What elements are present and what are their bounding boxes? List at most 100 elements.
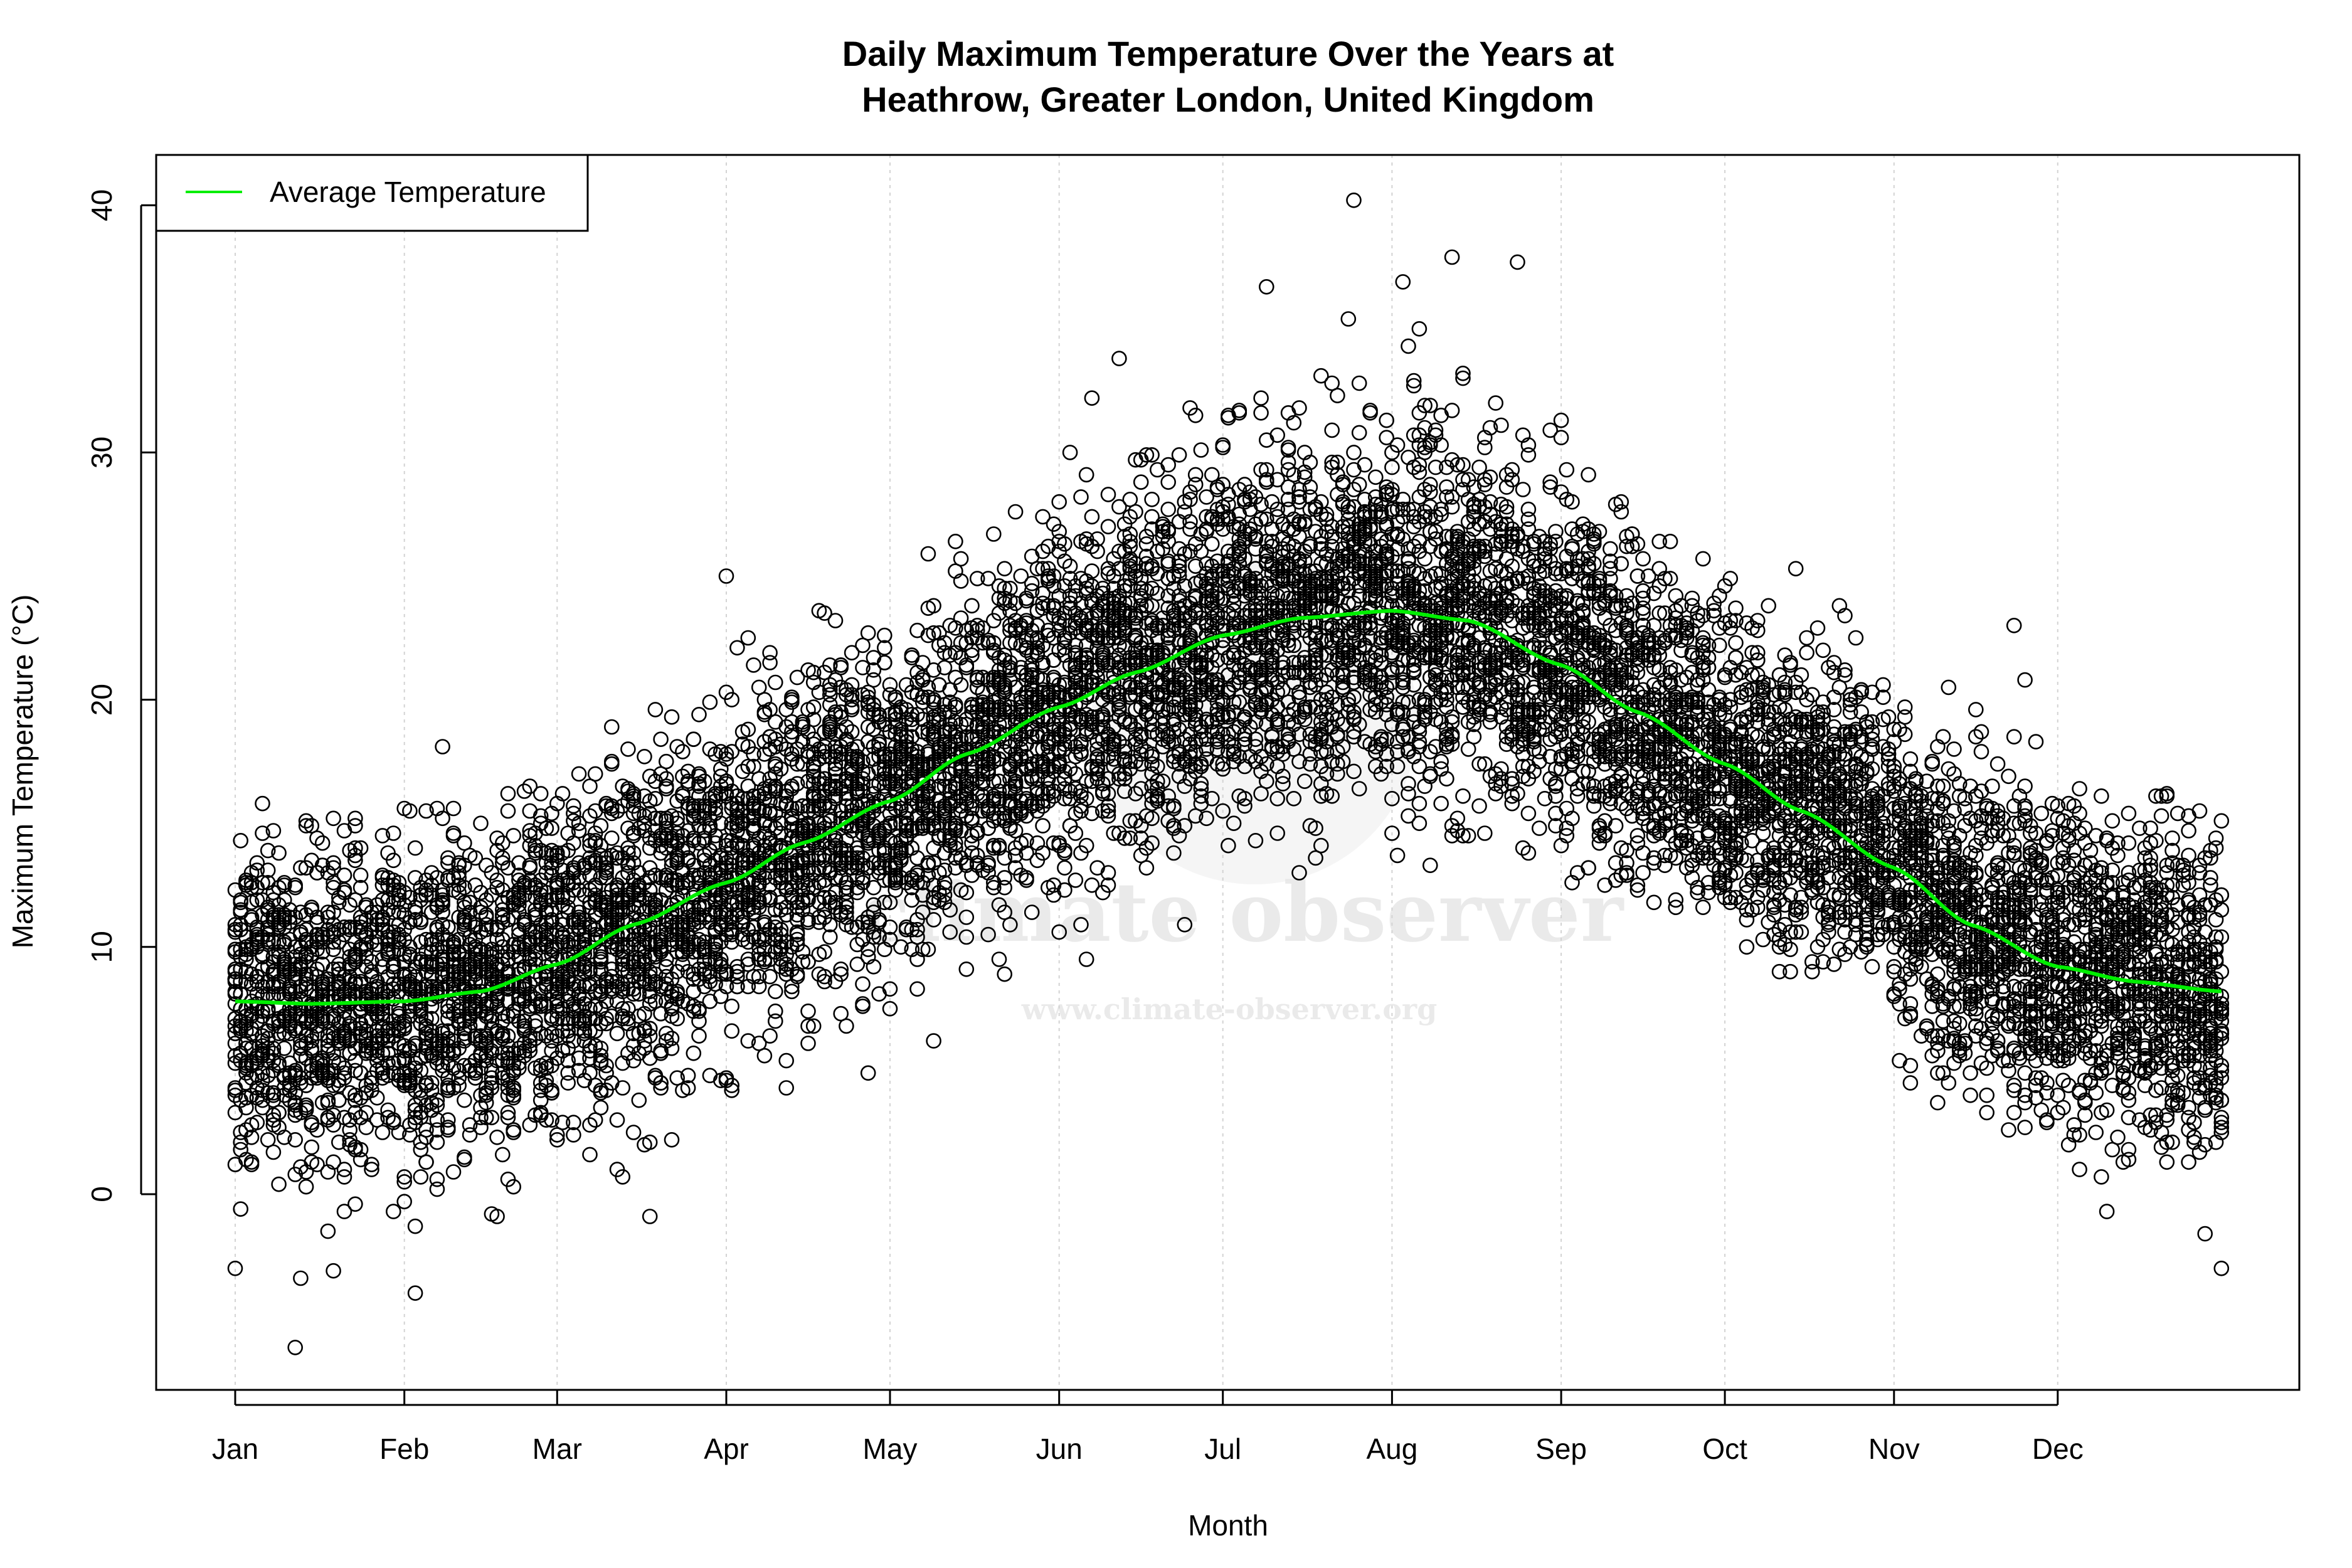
data-point xyxy=(958,961,975,977)
data-point xyxy=(997,561,1012,577)
data-point xyxy=(260,842,276,859)
data-point xyxy=(839,1018,854,1034)
data-point xyxy=(287,1132,304,1148)
data-point xyxy=(1171,447,1187,463)
data-point xyxy=(336,1204,352,1219)
data-point xyxy=(358,1104,374,1121)
data-point xyxy=(391,926,407,943)
data-point xyxy=(1078,467,1094,483)
data-point xyxy=(238,1041,254,1056)
data-point xyxy=(440,855,456,871)
data-point xyxy=(686,731,702,747)
data-point xyxy=(576,996,593,1012)
data-point xyxy=(238,941,254,957)
data-point xyxy=(271,1176,287,1192)
data-point xyxy=(429,1122,445,1138)
data-point xyxy=(1084,509,1100,525)
data-point xyxy=(413,1062,429,1079)
data-point xyxy=(249,1115,265,1130)
data-point xyxy=(445,825,462,841)
data-point xyxy=(326,855,341,871)
data-point xyxy=(582,1147,598,1163)
data-point xyxy=(385,1204,401,1219)
data-point xyxy=(396,1174,413,1190)
data-point xyxy=(336,1070,352,1086)
data-point xyxy=(762,1028,778,1044)
data-point xyxy=(457,899,472,915)
data-point xyxy=(326,860,341,876)
data-point xyxy=(347,818,363,834)
data-point xyxy=(358,949,374,965)
data-point xyxy=(429,986,445,1002)
data-point xyxy=(566,939,581,955)
data-point xyxy=(571,978,587,995)
data-point xyxy=(494,835,511,851)
data-point xyxy=(451,999,467,1014)
data-point xyxy=(309,1122,325,1138)
data-point xyxy=(593,1015,609,1032)
data-point xyxy=(593,837,609,854)
data-point xyxy=(380,924,396,940)
data-point xyxy=(538,820,554,836)
data-point xyxy=(587,833,603,849)
data-point xyxy=(522,857,538,873)
data-point xyxy=(778,1052,794,1069)
data-point xyxy=(233,892,249,908)
data-point xyxy=(467,850,484,866)
data-point xyxy=(506,1179,522,1195)
data-point xyxy=(642,1209,658,1224)
data-point xyxy=(374,1005,391,1022)
data-point xyxy=(352,1090,369,1106)
data-point xyxy=(364,1162,379,1177)
data-point xyxy=(380,1033,396,1049)
data-point xyxy=(457,835,472,851)
data-point xyxy=(554,1115,571,1130)
scatter-points xyxy=(227,192,2230,1355)
data-point xyxy=(462,1127,478,1143)
data-point xyxy=(314,944,331,960)
data-point xyxy=(500,1028,516,1044)
data-point xyxy=(544,820,559,836)
data-point xyxy=(396,884,413,901)
data-point xyxy=(304,946,320,962)
data-point xyxy=(566,798,581,814)
data-point xyxy=(309,961,325,977)
data-point xyxy=(522,778,538,794)
data-point xyxy=(489,944,505,960)
data-point xyxy=(423,1075,440,1091)
data-point xyxy=(527,951,543,967)
data-point xyxy=(243,1130,260,1145)
data-point xyxy=(855,976,871,992)
data-point xyxy=(1100,519,1116,535)
data-point xyxy=(413,1142,429,1158)
data-point xyxy=(582,1117,598,1133)
data-point xyxy=(1187,467,1204,483)
data-point xyxy=(298,1028,314,1044)
data-point xyxy=(1133,474,1149,490)
data-point xyxy=(642,1134,658,1150)
data-point xyxy=(506,828,522,844)
data-point xyxy=(527,1013,543,1029)
data-point xyxy=(336,884,352,901)
data-point xyxy=(298,813,314,829)
data-point xyxy=(549,845,565,861)
data-point xyxy=(489,1130,505,1145)
data-point xyxy=(309,830,325,846)
data-point xyxy=(1062,445,1078,460)
data-point xyxy=(544,1085,559,1101)
data-point xyxy=(265,884,282,901)
data-point xyxy=(500,1110,516,1126)
data-point xyxy=(336,1169,352,1185)
data-point xyxy=(418,803,434,819)
data-point xyxy=(347,1196,363,1212)
data-point xyxy=(964,598,980,614)
data-point xyxy=(304,1139,320,1155)
data-point xyxy=(729,640,745,656)
data-point xyxy=(532,786,549,802)
data-point xyxy=(1160,457,1176,473)
data-point xyxy=(582,808,598,824)
data-point xyxy=(374,828,391,844)
data-point xyxy=(800,1004,816,1019)
data-point xyxy=(1007,504,1024,520)
data-point xyxy=(418,931,434,948)
